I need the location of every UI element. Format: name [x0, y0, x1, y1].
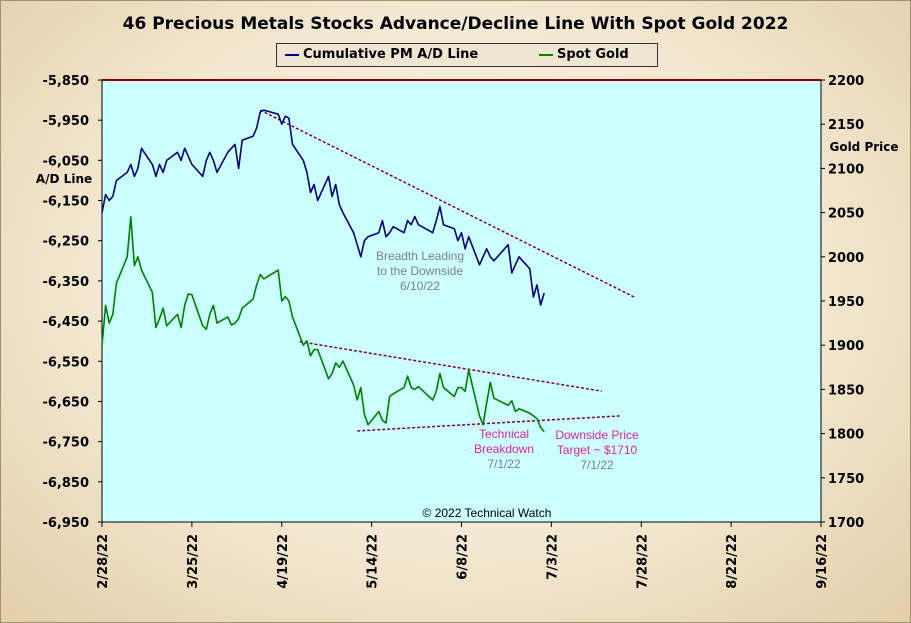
annotation-target-line-1: Downside Price — [555, 428, 639, 442]
left-axis-tick-label: -6,250 — [42, 235, 89, 250]
annotation-breakdown-line-1: Technical — [479, 427, 529, 441]
annotation-breadth-line-1: Breadth Leading — [376, 249, 464, 263]
left-axis-tick-label: -6,150 — [42, 195, 89, 210]
annotation-target: Downside Price Target ~ $1710 7/1/22 — [555, 428, 639, 472]
legend-item-ad-line: Cumulative PM A/D Line — [285, 47, 478, 62]
annotation-target-line-2: Target ~ $1710 — [557, 443, 638, 457]
right-axis-tick-label: 1800 — [828, 428, 864, 443]
right-axis-tick-label: 1700 — [828, 516, 864, 531]
annotation-breakdown-line-3: 7/1/22 — [487, 457, 521, 471]
annotation-breadth-line-2: to the Downside — [377, 264, 463, 278]
trendlines — [259, 109, 635, 432]
right-axis-tick-label: 1950 — [828, 295, 864, 310]
x-axis-tick-label: 7/28/22 — [635, 534, 650, 589]
legend-swatch-spot-gold — [539, 53, 553, 56]
right-axis-title: Gold Price — [829, 140, 898, 154]
legend-label-spot-gold: Spot Gold — [557, 47, 629, 62]
trendline-3 — [357, 415, 620, 432]
left-axis-tick-label: -6,450 — [42, 315, 89, 330]
x-axis-tick-label: 4/19/22 — [276, 534, 291, 589]
left-axis-tick-label: -5,850 — [42, 74, 89, 89]
x-axis-tick-label: 2/28/22 — [96, 534, 111, 589]
axes: -5,850 -5,950 -6,050 -6,150 -6,250 -6,350 -6,4… — [42, 74, 864, 589]
x-axis-tick-label: 5/14/22 — [366, 534, 381, 589]
series-line-ad-line — [101, 109, 545, 306]
right-axis-tick-label: 1900 — [828, 339, 864, 354]
left-axis-title: A/D Line — [36, 172, 92, 186]
annotation-breadth: Breadth Leading to the Downside 6/10/22 — [376, 249, 464, 293]
x-axis-tick-label: 7/3/22 — [545, 534, 560, 580]
left-axis-tick-label: -6,550 — [42, 355, 89, 370]
left-axis-tick-label: -6,950 — [42, 516, 89, 531]
chart-legend: Cumulative PM A/D Line Spot Gold — [276, 43, 658, 67]
chart-title: 46 Precious Metals Stocks Advance/Declin… — [122, 14, 789, 34]
left-axis-tick-label: -6,050 — [42, 154, 89, 169]
legend-label-ad-line: Cumulative PM A/D Line — [303, 47, 479, 62]
legend-swatch-ad-line — [285, 53, 299, 56]
right-axis-tick-label: 2050 — [828, 207, 864, 222]
plot-area — [101, 79, 822, 523]
right-axis-tick-label: 2100 — [828, 162, 864, 177]
x-axis-tick-label: 6/8/22 — [456, 534, 471, 580]
right-axis-tick-label: 2200 — [828, 74, 864, 89]
left-axis-tick-label: -6,850 — [42, 476, 89, 491]
right-axis-tick-label: 2150 — [828, 118, 864, 133]
annotation-breadth-line-3: 6/10/22 — [400, 279, 440, 293]
left-axis-tick-label: -5,950 — [42, 114, 89, 129]
annotation-target-line-3: 7/1/22 — [580, 458, 614, 472]
x-axis-tick-label: 9/16/22 — [815, 534, 830, 589]
legend-item-spot-gold: Spot Gold — [539, 47, 629, 62]
trendline-2 — [299, 340, 602, 392]
x-axis-tick-label: 8/22/22 — [725, 534, 740, 589]
annotation-breakdown-line-2: Breakdown — [474, 442, 534, 456]
left-axis-tick-label: -6,750 — [42, 436, 89, 451]
right-axis-tick-label: 1850 — [828, 383, 864, 398]
annotation-breakdown: Technical Breakdown 7/1/22 — [474, 427, 534, 471]
series-lines — [101, 109, 545, 433]
x-axis-tick-label: 3/25/22 — [186, 534, 201, 589]
left-axis-tick-label: -6,650 — [42, 395, 89, 410]
right-axis-tick-label: 2000 — [828, 251, 864, 266]
left-axis-tick-label: -6,350 — [42, 275, 89, 290]
copyright-text: © 2022 Technical Watch — [423, 506, 552, 520]
series-line-spot-gold — [101, 216, 545, 433]
right-axis-tick-label: 1750 — [828, 472, 864, 487]
